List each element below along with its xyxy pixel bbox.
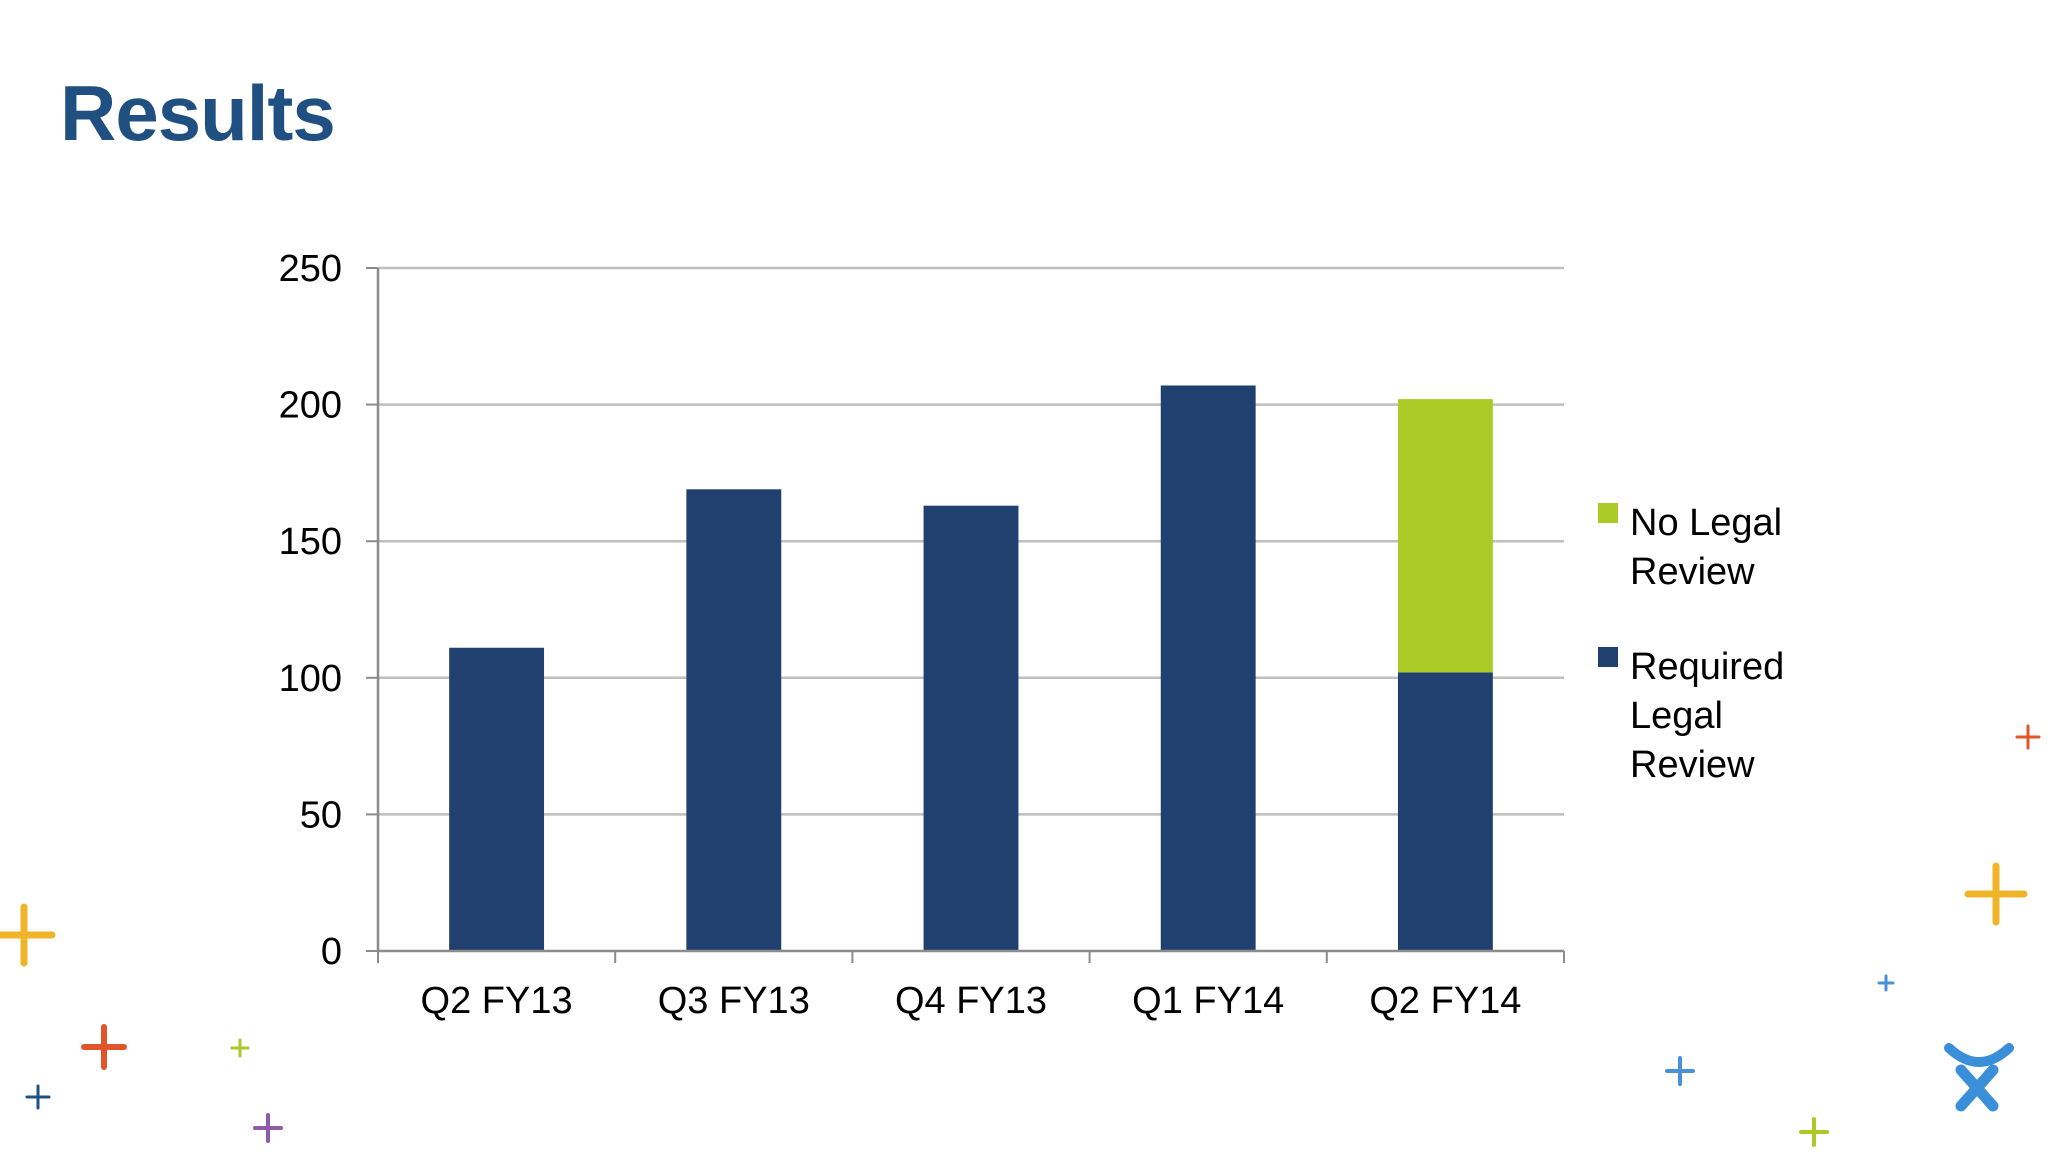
y-tick-label: 200 [279,385,342,427]
y-tick-label: 0 [321,931,342,973]
legend-label: Review [1630,744,1755,786]
legend-swatch [1598,647,1618,667]
legend-entry: Required Legal Review [1598,646,1784,786]
y-tick-label: 100 [279,658,342,700]
x-tick-label: Q1 FY14 [1132,980,1284,1022]
legend-label: Required [1630,646,1784,688]
legend-label: Legal [1630,695,1723,737]
y-tick-label: 150 [279,521,342,563]
legend: No Legal Review Required Legal Review [1598,502,1784,786]
x-tick-label: Q3 FY13 [658,980,810,1022]
legend-entry: No Legal Review [1598,502,1782,593]
bar [1160,385,1256,951]
bar [449,647,545,951]
x-tick-labels: Q2 FY13 Q3 FY13 Q4 FY13 Q1 FY14 Q2 FY14 [421,980,1522,1022]
y-tick-label: 50 [300,794,342,836]
bar [686,489,782,951]
y-tick-labels: 0 50 100 150 200 250 [279,248,342,973]
x-tick-label: Q4 FY13 [895,980,1047,1022]
axes [366,267,1565,963]
bar [1397,399,1493,673]
page-title: Results [60,69,336,157]
y-tick-label: 250 [279,248,342,290]
legend-label: No Legal [1630,502,1782,544]
x-tick-label: Q2 FY14 [1369,980,1521,1022]
legend-swatch [1598,503,1618,523]
x-tick-label: Q2 FY13 [421,980,573,1022]
legend-label: Review [1630,551,1755,593]
bar [1397,672,1493,951]
bars [449,385,1493,951]
bar [923,505,1019,951]
